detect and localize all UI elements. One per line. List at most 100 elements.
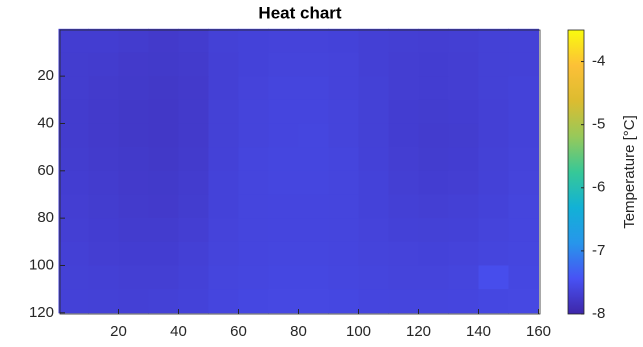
y-tick-label: 40 — [37, 114, 54, 131]
heat-cell — [329, 171, 360, 195]
heat-cell — [359, 29, 390, 53]
heat-cell — [359, 147, 390, 171]
heat-cell — [209, 242, 240, 266]
heat-cell — [209, 218, 240, 242]
colorbar-tick-label: -6 — [592, 179, 605, 196]
heat-cell — [179, 289, 210, 313]
heat-cell — [329, 289, 360, 313]
heat-cell — [389, 52, 420, 76]
heat-cell — [59, 171, 90, 195]
heat-cell — [479, 265, 510, 289]
heat-cell — [59, 76, 90, 100]
heat-cell — [239, 76, 270, 100]
heat-cell — [509, 147, 540, 171]
heat-cell — [299, 289, 330, 313]
heat-cell — [179, 265, 210, 289]
heat-cell — [299, 52, 330, 76]
heat-cell — [329, 265, 360, 289]
heat-cell — [119, 194, 150, 218]
colorbar-label: Temperature [°C] — [621, 115, 638, 229]
heat-cell — [509, 123, 540, 147]
heat-cell — [509, 218, 540, 242]
heat-cell — [329, 52, 360, 76]
heat-cell — [239, 123, 270, 147]
heat-cell — [389, 171, 420, 195]
x-tick-label: 100 — [346, 323, 371, 340]
heat-cell — [209, 265, 240, 289]
heat-cell — [239, 218, 270, 242]
heat-cell — [359, 123, 390, 147]
heat-cell — [119, 171, 150, 195]
x-tick-label: 120 — [406, 323, 431, 340]
heat-cell — [149, 147, 180, 171]
heat-cell — [389, 218, 420, 242]
heat-cell — [389, 194, 420, 218]
y-tick-label: 60 — [37, 162, 54, 179]
heat-cell — [119, 29, 150, 53]
heat-cell — [299, 123, 330, 147]
heat-cell — [119, 52, 150, 76]
heat-cell — [119, 218, 150, 242]
heat-cell — [299, 29, 330, 53]
heat-cell — [479, 52, 510, 76]
heat-cell — [419, 242, 450, 266]
heat-cell — [179, 123, 210, 147]
heat-cell — [269, 289, 300, 313]
heat-cell — [89, 265, 120, 289]
y-tick-label: 20 — [37, 67, 54, 84]
heat-cell — [299, 194, 330, 218]
heat-cell — [89, 76, 120, 100]
heat-cell — [89, 289, 120, 313]
heat-cell — [269, 147, 300, 171]
heat-cell — [449, 76, 480, 100]
heat-cell — [419, 289, 450, 313]
heat-cell — [479, 289, 510, 313]
heat-cell — [89, 171, 120, 195]
heat-cell — [329, 194, 360, 218]
heat-cell — [359, 100, 390, 124]
x-tick-label: 80 — [290, 323, 307, 340]
heat-cell — [269, 52, 300, 76]
heat-cell — [119, 147, 150, 171]
heat-cell — [59, 100, 90, 124]
heat-cell — [479, 171, 510, 195]
heat-cell — [509, 194, 540, 218]
heat-cell — [149, 289, 180, 313]
heat-cell — [419, 29, 450, 53]
heat-cell — [509, 76, 540, 100]
chart-title: Heat chart — [258, 3, 341, 22]
heat-cell — [59, 289, 90, 313]
heat-cell — [119, 100, 150, 124]
colorbar — [568, 30, 584, 314]
heat-cell — [479, 194, 510, 218]
heat-cell — [419, 123, 450, 147]
x-tick-label: 40 — [170, 323, 187, 340]
heat-cell — [359, 76, 390, 100]
heat-cell — [179, 29, 210, 53]
heat-cell — [149, 194, 180, 218]
heat-cell — [149, 52, 180, 76]
heat-cell — [329, 100, 360, 124]
heat-cell — [239, 289, 270, 313]
heat-cell — [509, 171, 540, 195]
heat-cell — [209, 194, 240, 218]
heat-cell — [389, 76, 420, 100]
heat-cell — [419, 218, 450, 242]
x-tick-label: 20 — [110, 323, 127, 340]
heat-cell — [389, 147, 420, 171]
heat-cell — [329, 218, 360, 242]
heat-cell — [419, 100, 450, 124]
heat-cell — [389, 289, 420, 313]
heat-cell — [269, 242, 300, 266]
heat-cell — [149, 218, 180, 242]
heat-cell — [299, 265, 330, 289]
heat-cell — [389, 100, 420, 124]
heat-cell — [449, 218, 480, 242]
x-tick-label: 140 — [466, 323, 491, 340]
heat-cell — [449, 289, 480, 313]
heat-cell — [449, 147, 480, 171]
heat-cell — [149, 76, 180, 100]
heat-cell — [149, 242, 180, 266]
heat-cell — [59, 194, 90, 218]
heat-cell — [239, 265, 270, 289]
